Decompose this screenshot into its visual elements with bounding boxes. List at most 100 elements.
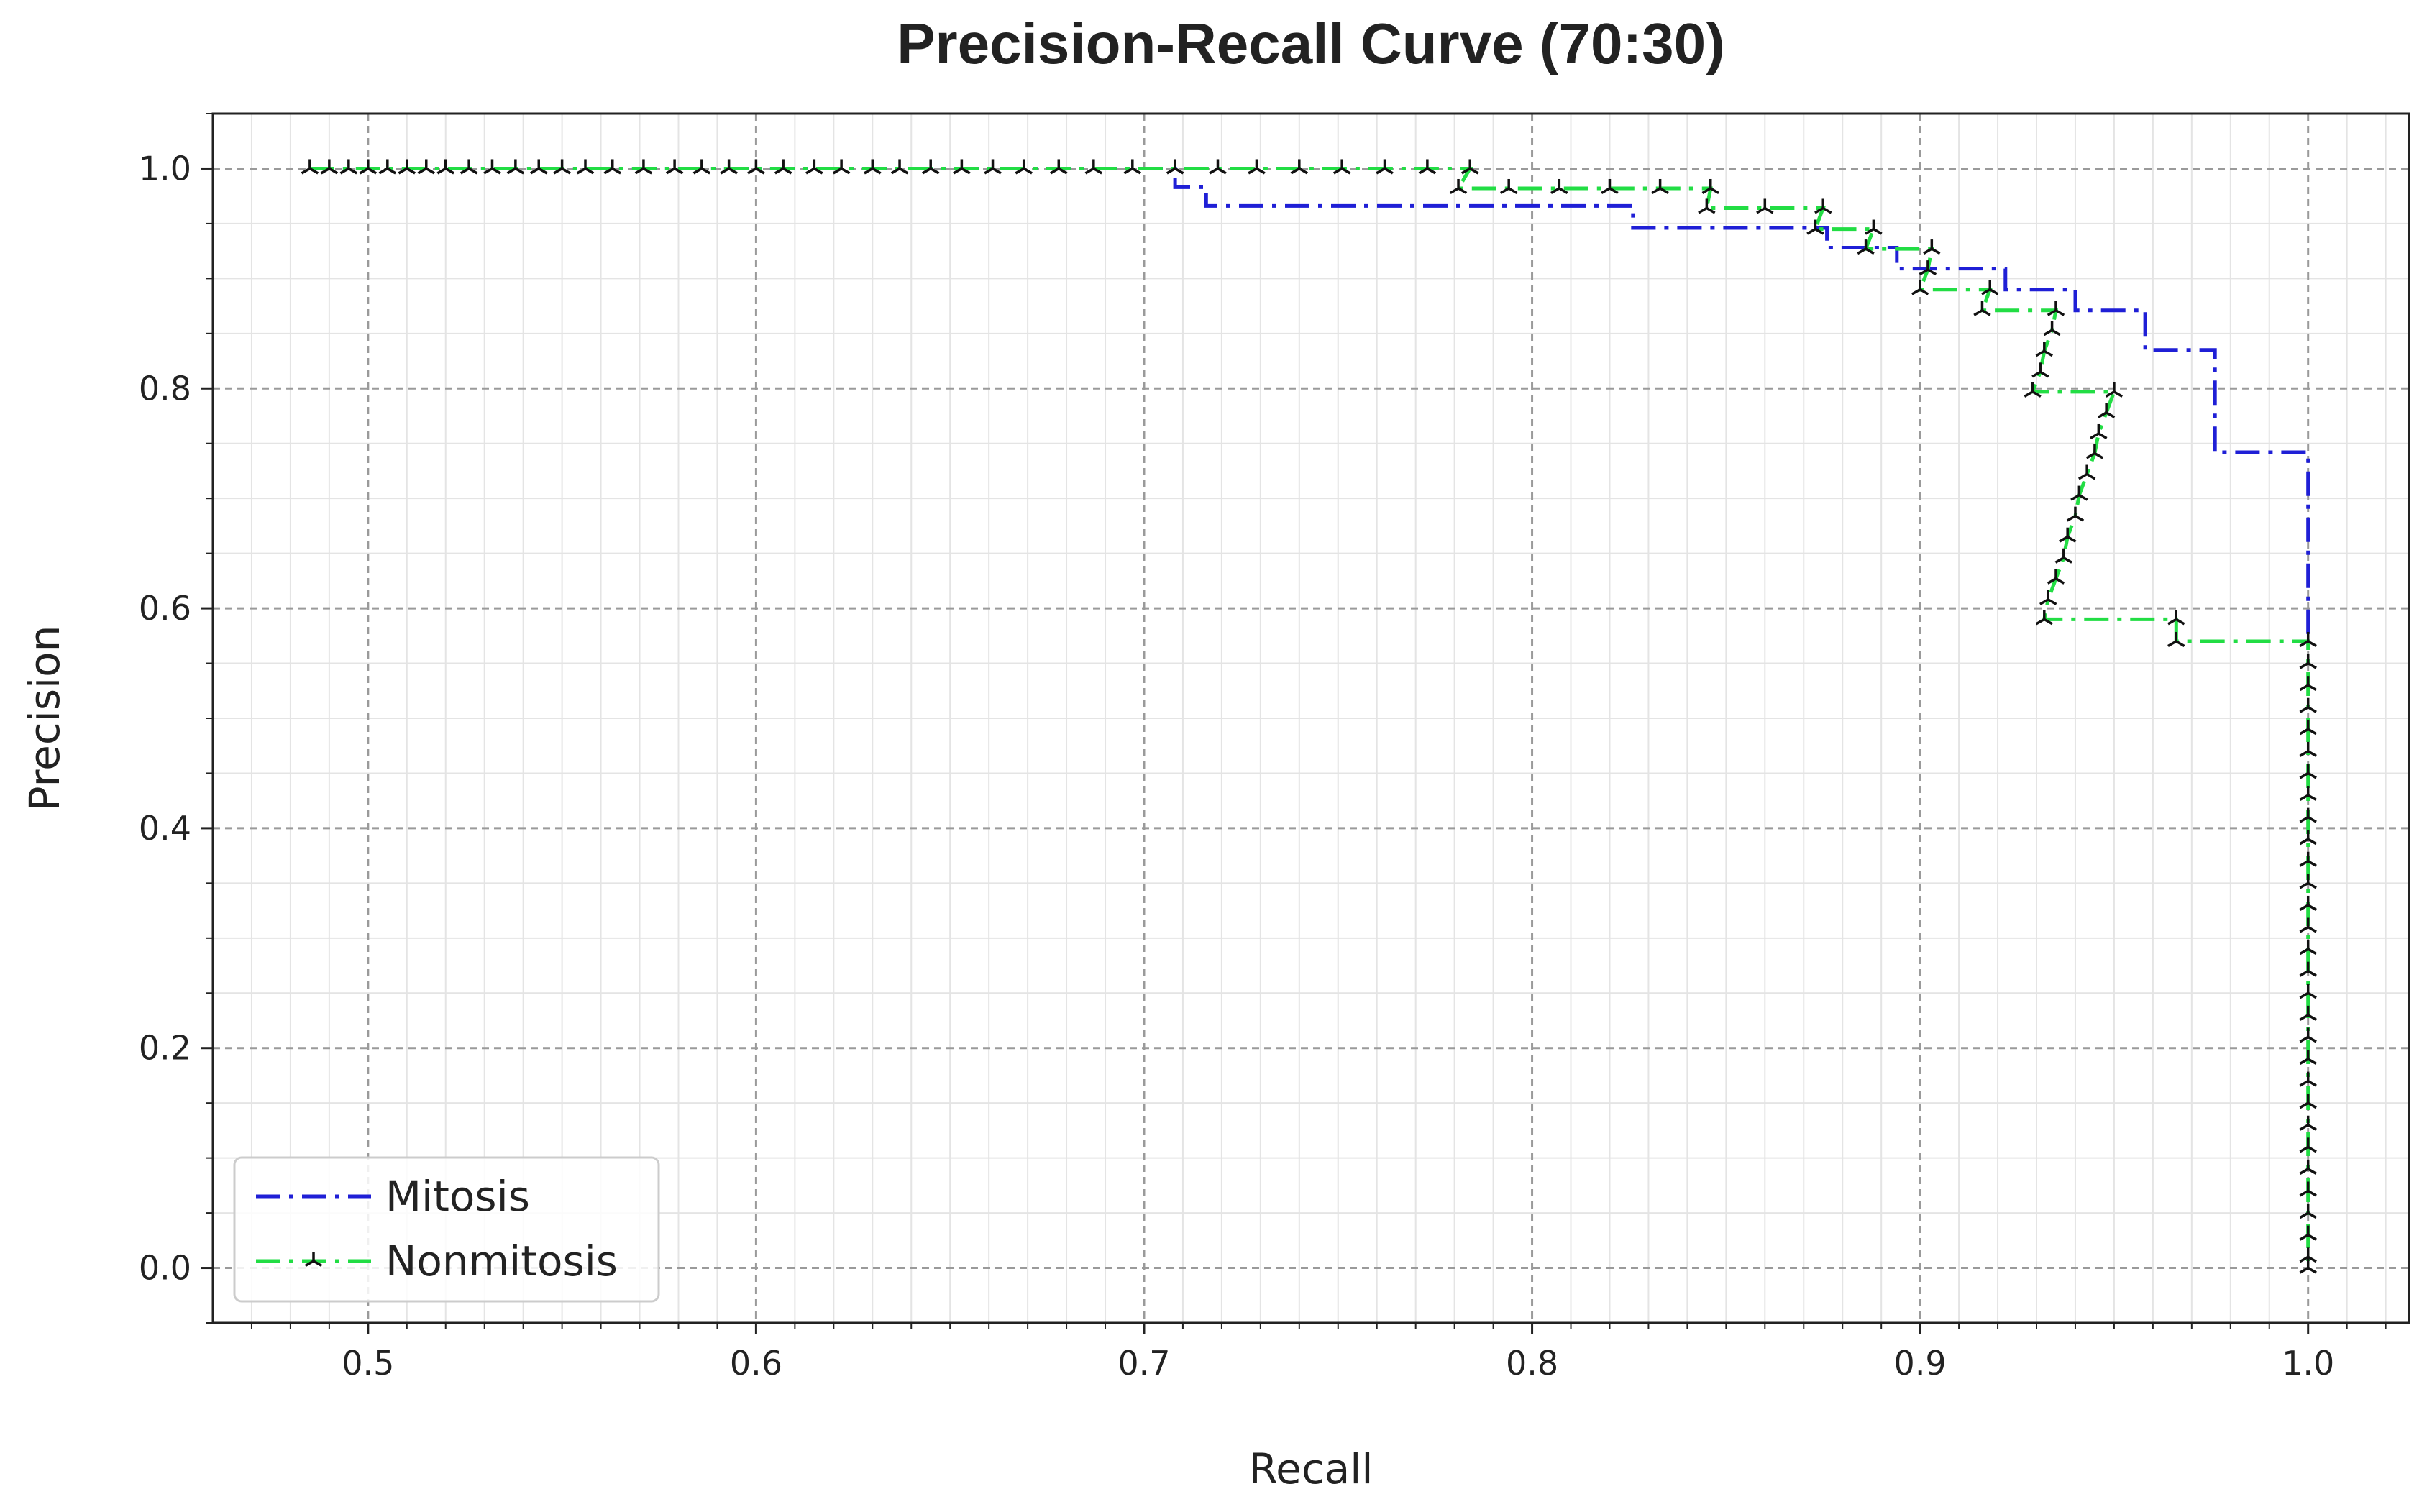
marker-arm — [1550, 187, 1560, 194]
data-point-nonmitosis — [2058, 527, 2077, 543]
marker-arm — [301, 167, 311, 175]
data-point-nonmitosis — [1806, 219, 1824, 235]
data-point-nonmitosis — [2299, 1005, 2317, 1021]
data-point-nonmitosis — [2299, 1225, 2317, 1241]
marker-arm — [309, 167, 319, 175]
marker-arm — [2307, 1014, 2317, 1021]
data-point-nonmitosis — [2299, 917, 2317, 933]
marker-arm — [444, 167, 454, 175]
marker-arm — [1981, 288, 1991, 295]
marker-arm — [1298, 167, 1308, 175]
marker-arm — [1981, 309, 1991, 316]
marker-arm — [2307, 662, 2317, 669]
data-point-nonmitosis — [2047, 301, 2065, 316]
marker-arm — [2299, 1255, 2309, 1263]
marker-arm — [2299, 728, 2309, 736]
y-tick-label: 0.8 — [139, 369, 191, 408]
y-axis-label: Precision — [20, 626, 69, 812]
marker-arm — [2047, 598, 2057, 605]
marker-arm — [506, 167, 516, 175]
y-tick-label: 0.4 — [139, 809, 191, 848]
marker-arm — [1123, 167, 1133, 175]
marker-arm — [2299, 970, 2309, 977]
marker-arm — [1698, 206, 1708, 214]
marker-arm — [329, 167, 339, 175]
marker-arm — [2307, 640, 2317, 647]
marker-arm — [2299, 640, 2309, 647]
data-point-nonmitosis — [890, 159, 909, 175]
marker-arm — [1290, 167, 1300, 175]
data-point-nonmitosis — [1084, 159, 1103, 175]
marker-arm — [1601, 187, 1611, 194]
marker-arm — [2043, 349, 2053, 357]
data-point-nonmitosis — [2035, 610, 2053, 626]
marker-arm — [1701, 187, 1711, 194]
data-point-nonmitosis — [1418, 159, 1437, 175]
data-point-nonmitosis — [1756, 198, 1774, 214]
data-point-nonmitosis — [1814, 198, 1832, 214]
data-point-nonmitosis — [2035, 342, 2053, 357]
marker-arm — [339, 167, 349, 175]
marker-arm — [899, 167, 909, 175]
marker-arm — [398, 167, 408, 175]
data-point-nonmitosis — [2299, 741, 2317, 757]
data-point-nonmitosis — [774, 159, 792, 175]
x-tick-label: 0.6 — [730, 1344, 782, 1383]
marker-arm — [1458, 187, 1468, 194]
marker-arm — [2047, 577, 2057, 585]
marker-arm — [930, 167, 940, 175]
marker-arm — [643, 167, 653, 175]
data-point-nonmitosis — [922, 159, 940, 175]
marker-arm — [2299, 1124, 2309, 1131]
marker-arm — [774, 167, 785, 175]
marker-arm — [700, 167, 711, 175]
series-nonmitosis — [301, 159, 2317, 1274]
marker-arm — [832, 167, 842, 175]
data-point-nonmitosis — [2054, 548, 2072, 564]
y-tick-label: 0.2 — [139, 1029, 191, 1068]
data-point-nonmitosis — [359, 159, 378, 175]
marker-arm — [2307, 684, 2317, 692]
legend-marker-glyph — [304, 1252, 323, 1268]
marker-arm — [2070, 494, 2080, 501]
marker-arm — [468, 167, 478, 175]
minor-grid — [213, 113, 2409, 1324]
marker-arm — [2039, 598, 2049, 605]
data-point-nonmitosis — [2299, 697, 2317, 713]
marker-arm — [953, 167, 963, 175]
data-point-nonmitosis — [530, 159, 548, 175]
marker-arm — [2055, 577, 2065, 585]
marker-arm — [2043, 618, 2053, 626]
series-layer — [301, 159, 2317, 1274]
data-point-nonmitosis — [1601, 178, 1619, 194]
marker-arm — [2307, 750, 2317, 757]
data-point-nonmitosis — [2070, 485, 2088, 501]
marker-arm — [2299, 1168, 2309, 1175]
data-point-nonmitosis — [634, 159, 653, 175]
marker-arm — [367, 167, 378, 175]
data-point-nonmitosis — [483, 159, 501, 175]
data-point-nonmitosis — [576, 159, 595, 175]
marker-arm — [1651, 187, 1661, 194]
data-point-nonmitosis — [1973, 301, 1991, 316]
marker-arm — [1092, 167, 1103, 175]
data-point-nonmitosis — [2299, 961, 2317, 977]
marker-arm — [1865, 247, 1875, 255]
marker-arm — [611, 167, 621, 175]
data-point-nonmitosis — [378, 159, 396, 175]
y-tick-label: 0.0 — [139, 1249, 191, 1288]
data-point-nonmitosis — [1050, 159, 1068, 175]
legend-label-nonmitosis: Nonmitosis — [385, 1237, 618, 1286]
marker-arm — [1822, 206, 1832, 214]
marker-arm — [2062, 556, 2072, 564]
marker-arm — [1058, 167, 1068, 175]
marker-arm — [1873, 228, 1883, 235]
data-point-nonmitosis — [2039, 590, 2057, 605]
marker-arm — [841, 167, 851, 175]
marker-arm — [922, 167, 932, 175]
marker-arm — [2307, 1058, 2317, 1066]
marker-arm — [425, 167, 435, 175]
data-point-nonmitosis — [2031, 362, 2049, 378]
marker-arm — [313, 1260, 323, 1268]
marker-arm — [2097, 411, 2108, 418]
